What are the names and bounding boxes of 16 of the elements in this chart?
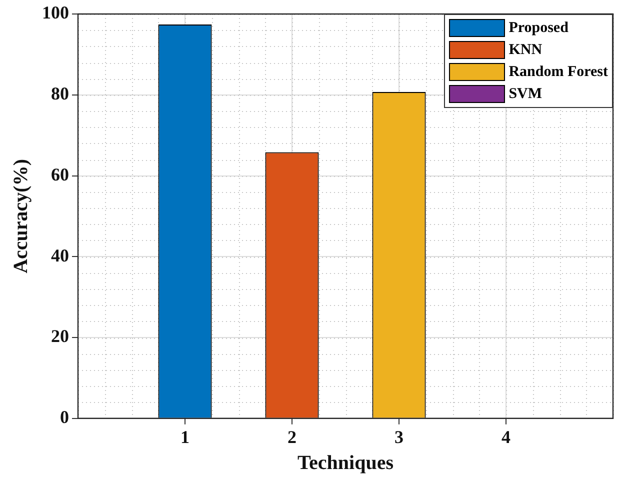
y-tick-label: 60 <box>51 164 69 184</box>
x-tick-label: 3 <box>394 426 404 447</box>
y-tick-label: 0 <box>60 407 69 428</box>
x-tick-label: 1 <box>180 426 190 447</box>
legend-label: KNN <box>508 42 542 58</box>
legend-label: SVM <box>508 86 542 102</box>
legend-label: Random Forest <box>508 64 608 80</box>
y-tick-label: 100 <box>42 2 69 23</box>
x-axis-title: Techniques <box>298 452 394 474</box>
y-tick-label: 80 <box>51 84 69 104</box>
y-axis-title: Accuracy(%) <box>10 158 32 274</box>
x-tick-label: 4 <box>502 426 510 447</box>
legend-label: Proposed <box>508 20 568 36</box>
y-tick-label: 40 <box>51 245 69 266</box>
x-tick-label: 2 <box>288 426 296 447</box>
y-tick-label: 20 <box>51 326 69 346</box>
